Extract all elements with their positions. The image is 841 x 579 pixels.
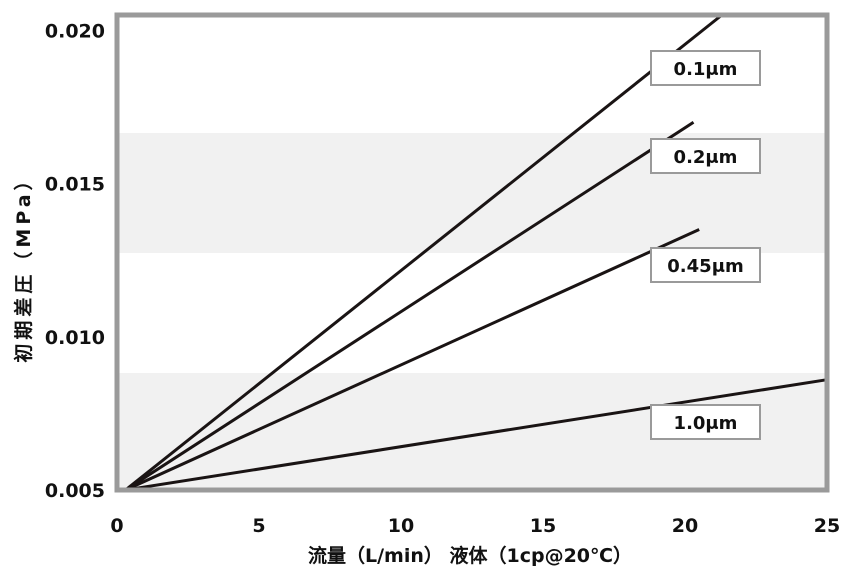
y-tick-label: 0.015 — [45, 174, 105, 196]
series-line-1 — [124, 13, 723, 492]
y-tick-label: 0.020 — [45, 20, 105, 42]
x-tick-label: 15 — [530, 515, 556, 537]
x-tick-label: 25 — [814, 515, 840, 537]
x-tick-label: 10 — [388, 515, 414, 537]
series-label-4: 1.0μm — [674, 413, 738, 434]
series-label-box-3 — [650, 247, 761, 283]
series-label-1: 0.1μm — [674, 59, 738, 80]
y-axis-title: 初期差圧（MPa） — [12, 167, 35, 362]
series-label-3: 0.45μm — [667, 256, 743, 277]
series-line-4 — [125, 378, 828, 492]
series-line-2 — [124, 121, 695, 492]
series-label-2: 0.2μm — [674, 147, 738, 168]
x-tick-label: 20 — [672, 515, 698, 537]
series-label-box-1 — [650, 50, 761, 86]
y-tick-label: 0.010 — [45, 327, 105, 349]
series-line-3 — [124, 228, 700, 492]
x-tick-labels: 0 5 10 15 20 25 — [110, 515, 840, 537]
x-tick-label: 0 — [110, 515, 123, 537]
plot-frame — [114, 12, 830, 493]
y-tick-label: 0.005 — [45, 480, 105, 502]
x-tick-label: 5 — [252, 515, 265, 537]
series-lines — [124, 13, 828, 492]
y-tick-labels: 0.005 0.010 0.015 0.020 — [45, 20, 105, 502]
x-axis-title: 流量（L/min） 液体（1cp@20℃） — [308, 544, 632, 567]
series-label-box-4 — [650, 404, 761, 440]
series-labels: 0.1μm 0.2μm 0.45μm 1.0μm — [650, 50, 761, 440]
series-label-box-2 — [650, 138, 761, 174]
